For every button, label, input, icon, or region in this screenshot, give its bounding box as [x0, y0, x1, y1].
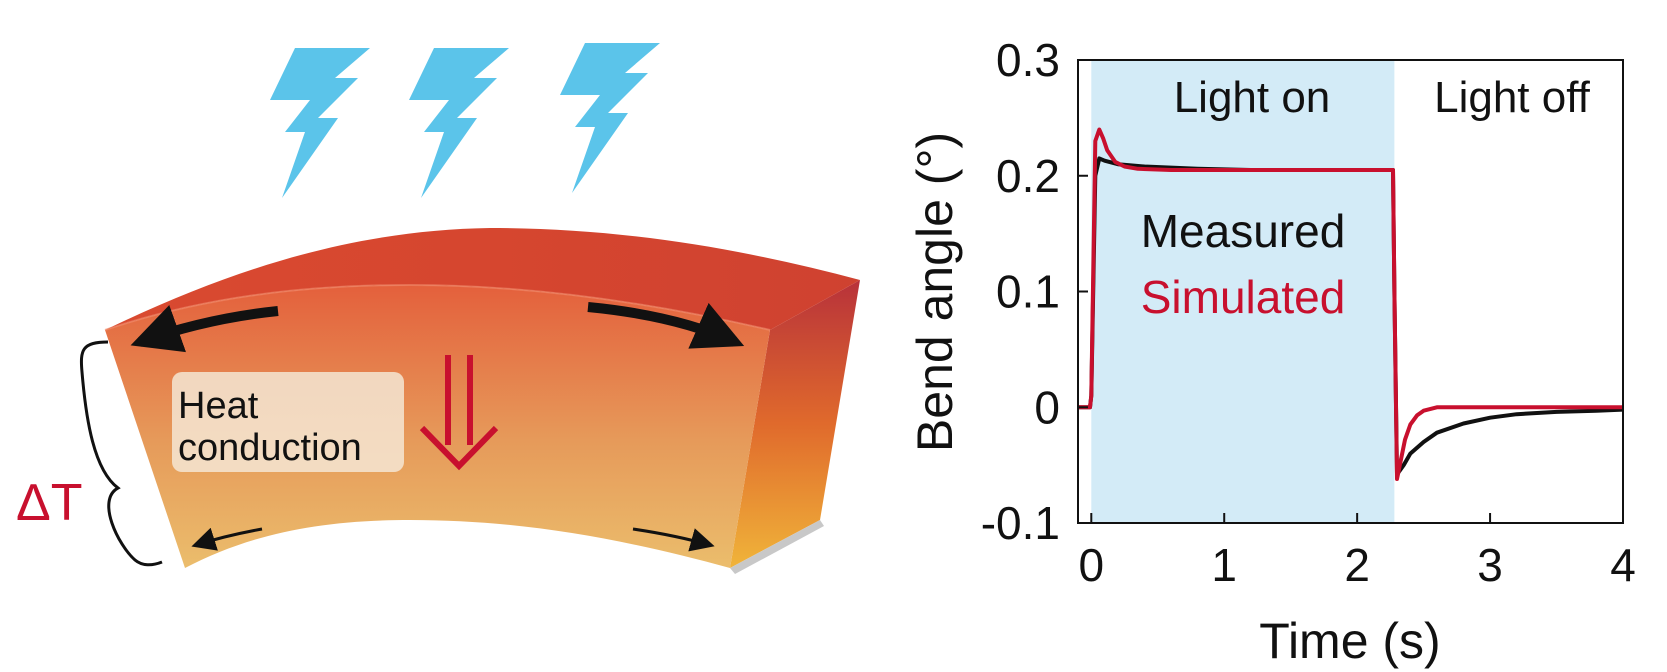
y-tick-label: -0.1	[981, 497, 1060, 549]
y-axis-label: Bend angle (°)	[907, 132, 963, 452]
expansion-arrow-left	[130, 305, 279, 353]
x-tick-label: 0	[1078, 539, 1104, 591]
double-down-arrow-icon	[419, 355, 499, 471]
lightning-group	[270, 43, 660, 198]
region-label-light-off: Light off	[1434, 73, 1591, 122]
y-tick-label: 0.3	[996, 34, 1060, 86]
region-label-light-on: Light on	[1174, 73, 1331, 122]
bar-front-face	[105, 285, 770, 568]
y-tick-label: 0.2	[996, 150, 1060, 202]
x-tick-label: 3	[1477, 539, 1503, 591]
contraction-arrow-right	[632, 527, 715, 552]
bar-side-face	[730, 280, 860, 568]
y-tick-label: 0	[1034, 381, 1060, 433]
bar-bottom-edge	[730, 520, 824, 574]
delta-t-label: ΔT	[16, 474, 83, 532]
heated-bar	[104, 228, 860, 574]
x-tick-label: 4	[1610, 539, 1636, 591]
heat-label-box	[172, 372, 404, 472]
heat-label-line2: conduction	[178, 427, 362, 469]
y-tick-label: 0.1	[996, 266, 1060, 318]
x-axis-label: Time (s)	[1259, 613, 1440, 669]
legend-measured: Measured	[1141, 205, 1346, 257]
series-layer	[1078, 127, 1623, 481]
lightning-icon	[560, 43, 660, 193]
x-tick-label: 1	[1211, 539, 1237, 591]
light-on-band	[1091, 60, 1395, 523]
lightning-icon	[270, 48, 370, 198]
x-ticks: 0 1 2 3 4	[1078, 513, 1636, 591]
bar-top-face	[105, 228, 860, 330]
lightning-icon	[409, 48, 509, 198]
brace-icon	[79, 340, 163, 567]
x-tick-label: 2	[1344, 539, 1370, 591]
y-ticks: -0.1 0 0.1 0.2 0.3	[981, 34, 1088, 549]
heat-label-line1: Heat	[178, 385, 259, 427]
bar-edge-highlight	[104, 283, 771, 331]
legend-simulated: Simulated	[1141, 271, 1346, 323]
contraction-arrow-left	[191, 527, 263, 551]
expansion-arrow-right	[587, 302, 745, 349]
series-line-simulated	[1078, 127, 1623, 481]
